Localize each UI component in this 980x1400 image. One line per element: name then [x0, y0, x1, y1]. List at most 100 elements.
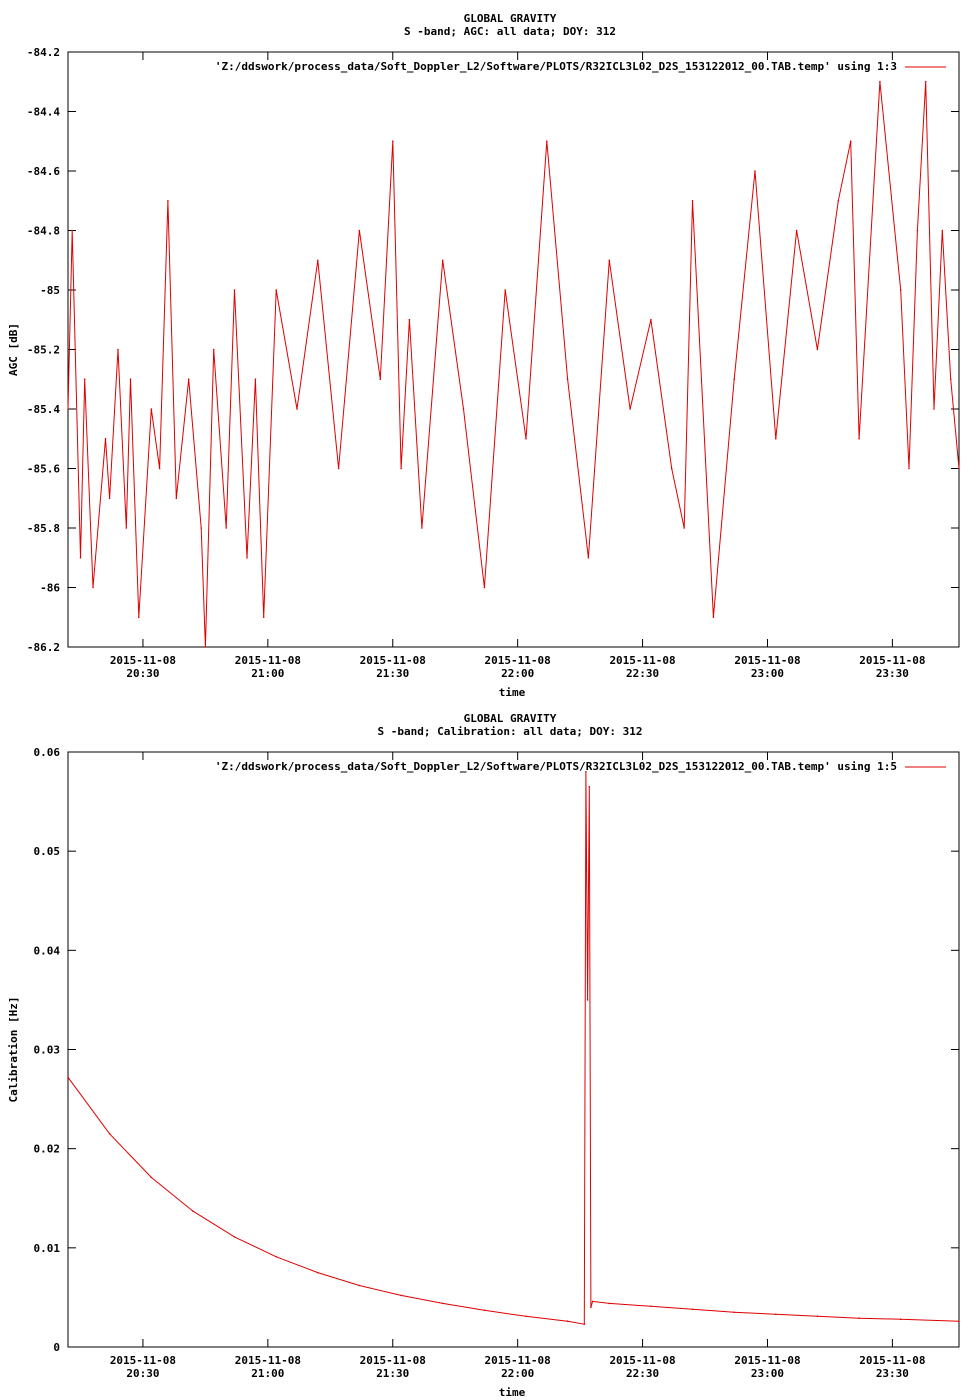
- data-point: [775, 437, 777, 440]
- data-point: [775, 1313, 777, 1316]
- data-point: [317, 259, 319, 262]
- y-tick-label: 0.06: [34, 746, 61, 759]
- data-point: [275, 1256, 278, 1258]
- y-tick-label: -85.2: [27, 344, 60, 357]
- data-point: [933, 408, 935, 410]
- data-point: [129, 378, 132, 381]
- data-point: [408, 318, 411, 321]
- series-line: [67, 81, 960, 648]
- data-point: [849, 140, 852, 142]
- data-point: [104, 437, 107, 440]
- x-tick-label-time: 23:30: [876, 1367, 909, 1380]
- data-point: [899, 289, 902, 291]
- x-tick-label-time: 23:00: [751, 667, 784, 680]
- y-tick-label: -84.2: [27, 46, 60, 59]
- data-point: [566, 1320, 569, 1322]
- x-axis-label: time: [499, 1386, 526, 1399]
- data-point: [587, 557, 590, 559]
- data-point: [899, 1318, 902, 1320]
- y-tick-label: -84.8: [27, 225, 60, 238]
- data-point: [358, 1284, 361, 1287]
- data-point: [837, 200, 840, 202]
- data-point: [254, 378, 257, 381]
- x-tick-label-date: 2015-11-08: [485, 1354, 551, 1367]
- y-tick-label: 0: [53, 1341, 60, 1354]
- chart-title: GLOBAL GRAVITY: [464, 712, 557, 725]
- x-tick-label-date: 2015-11-08: [360, 654, 426, 667]
- y-tick-label: -85: [40, 284, 60, 297]
- chart-subtitle: S -band; AGC: all data; DOY: 312: [404, 25, 616, 38]
- data-point: [795, 229, 798, 232]
- data-point: [212, 348, 215, 351]
- data-point: [233, 289, 236, 291]
- y-tick-label: -84.4: [27, 106, 60, 119]
- data-point: [67, 1076, 69, 1079]
- y-tick-label: -85.6: [27, 463, 60, 476]
- data-point: [400, 1294, 402, 1297]
- data-point: [858, 1317, 860, 1319]
- x-tick-label-date: 2015-11-08: [110, 1354, 176, 1367]
- y-tick-label: 0.04: [34, 944, 61, 957]
- data-point: [585, 771, 587, 773]
- data-point: [504, 289, 507, 291]
- y-tick-label: -86: [40, 582, 60, 595]
- data-point: [924, 80, 927, 83]
- data-point: [150, 1176, 153, 1179]
- x-tick-label-date: 2015-11-08: [235, 1354, 301, 1367]
- x-tick-label-time: 22:30: [626, 1367, 659, 1380]
- data-point: [916, 229, 919, 232]
- data-point: [754, 170, 756, 172]
- data-point: [546, 140, 548, 142]
- data-point: [462, 408, 465, 410]
- legend-label: 'Z:/ddswork/process_data/Soft_Doppler_L2…: [215, 760, 897, 773]
- data-point: [949, 378, 952, 381]
- data-point: [246, 557, 248, 559]
- y-tick-label: 0.01: [34, 1242, 61, 1255]
- data-point: [691, 1308, 694, 1311]
- x-tick-label-time: 20:30: [126, 1367, 159, 1380]
- chart-title: GLOBAL GRAVITY: [464, 12, 557, 25]
- data-point: [733, 378, 735, 381]
- data-point: [525, 1315, 527, 1318]
- data-point: [816, 348, 819, 351]
- x-tick-label-time: 21:30: [376, 1367, 409, 1380]
- data-point: [650, 318, 652, 321]
- data-point: [816, 1315, 819, 1318]
- x-tick-label-date: 2015-11-08: [360, 1354, 426, 1367]
- data-point: [262, 616, 265, 618]
- data-point: [358, 229, 361, 232]
- data-point: [683, 527, 685, 529]
- data-point: [275, 289, 278, 291]
- data-point: [138, 616, 140, 618]
- data-point: [958, 467, 960, 470]
- x-tick-label-time: 21:30: [376, 667, 409, 680]
- data-point: [108, 497, 111, 500]
- data-point: [941, 229, 944, 232]
- data-point: [583, 1323, 586, 1325]
- data-point: [591, 1300, 594, 1303]
- x-tick-label-date: 2015-11-08: [609, 1354, 675, 1367]
- plot-frame: [67, 751, 960, 1348]
- data-point: [441, 259, 444, 262]
- data-point: [379, 378, 382, 381]
- data-point: [908, 467, 910, 470]
- data-point: [83, 378, 86, 381]
- data-point: [167, 200, 169, 202]
- data-point: [233, 1236, 236, 1238]
- x-tick-label-time: 21:00: [251, 1367, 284, 1380]
- data-point: [608, 1302, 611, 1305]
- data-point: [125, 527, 128, 529]
- x-tick-label-date: 2015-11-08: [734, 1354, 800, 1367]
- data-point: [108, 1133, 111, 1135]
- x-tick-label-time: 22:30: [626, 667, 659, 680]
- data-point: [858, 437, 860, 440]
- data-point: [566, 378, 569, 381]
- x-tick-label-date: 2015-11-08: [609, 654, 675, 667]
- x-tick-label-time: 20:30: [126, 667, 159, 680]
- data-point: [150, 408, 153, 410]
- data-point: [92, 586, 94, 589]
- x-tick-label-date: 2015-11-08: [859, 1354, 925, 1367]
- x-tick-label-date: 2015-11-08: [485, 654, 551, 667]
